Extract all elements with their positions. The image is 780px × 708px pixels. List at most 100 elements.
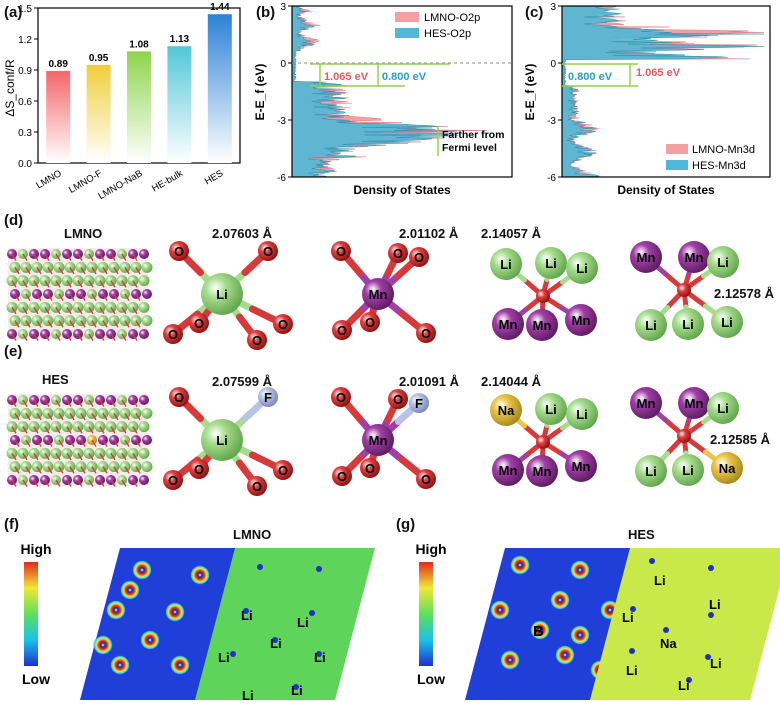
slab-bond bbox=[58, 439, 64, 447]
slab-bond bbox=[55, 399, 61, 407]
o-center-cluster-a-atom-label: Li bbox=[576, 407, 588, 422]
mn3d-dos-chart: 3 0 -3 -6 E-E_f (eV) Density of States 0.800 e… bbox=[523, 2, 771, 197]
hes-legend-low: Low bbox=[417, 671, 445, 687]
slab-bond bbox=[135, 320, 141, 328]
slab-bond bbox=[58, 412, 64, 421]
slab-bond bbox=[22, 399, 28, 407]
o-center-cluster-a-atom bbox=[526, 309, 558, 341]
slab-bond bbox=[121, 280, 127, 288]
slab-atom bbox=[64, 461, 76, 473]
hes-mn3d-dos bbox=[561, 5, 764, 178]
slab-bond bbox=[47, 266, 53, 275]
li-octahedron-o-atom bbox=[163, 324, 183, 344]
slab-bond bbox=[55, 306, 61, 315]
slab-bond bbox=[99, 479, 105, 487]
o-center-cluster-b-atom bbox=[672, 308, 704, 340]
slab-bond bbox=[77, 253, 83, 261]
o-center-cluster-a-o-center bbox=[536, 435, 550, 449]
slab-bond bbox=[88, 280, 94, 288]
slab-bond bbox=[113, 466, 119, 474]
o-center-cluster-b-o-center bbox=[677, 283, 691, 297]
slab-bond bbox=[113, 266, 119, 275]
slab-bond bbox=[110, 399, 116, 407]
slab-bond bbox=[88, 306, 94, 315]
slab-atom bbox=[64, 315, 76, 327]
lmno-legend-colorbar bbox=[24, 562, 38, 666]
slab-bond bbox=[110, 479, 116, 487]
slab-atom bbox=[72, 421, 84, 433]
density-peak bbox=[140, 630, 160, 650]
y-tick-label: 0.3 bbox=[18, 128, 32, 139]
slab-bond bbox=[33, 399, 39, 407]
slab-bond bbox=[44, 306, 50, 315]
slab-bond bbox=[88, 253, 94, 261]
slab-bond bbox=[132, 479, 138, 487]
slab-atom bbox=[97, 315, 109, 327]
slab-bond bbox=[121, 479, 127, 487]
slab-atom bbox=[20, 315, 32, 327]
slab-bond bbox=[77, 399, 83, 407]
slab-bond bbox=[110, 253, 116, 261]
y-tick-label: -3 bbox=[277, 116, 286, 127]
slab-bond bbox=[25, 320, 31, 328]
li-octahedron-o-atom-label: O bbox=[174, 244, 184, 259]
slab-bond bbox=[36, 439, 42, 447]
y-tick-label: 0.6 bbox=[18, 97, 32, 108]
slab-bond bbox=[36, 266, 42, 275]
slab-atom bbox=[28, 275, 40, 287]
mn-octahedron-f-atom-label: F bbox=[415, 396, 423, 411]
slab-bond bbox=[113, 412, 119, 421]
slab-bond bbox=[11, 452, 17, 461]
y-tick-label: 0.9 bbox=[18, 66, 32, 77]
slab-bond bbox=[33, 306, 39, 315]
li-octahedron-o-atom bbox=[169, 387, 189, 407]
mn-octahedron-o-atom-label: O bbox=[393, 392, 403, 407]
slab-bond bbox=[44, 280, 50, 288]
density-peak bbox=[93, 635, 113, 655]
slab-atom bbox=[9, 461, 21, 473]
slab-bond bbox=[113, 293, 119, 301]
slab-bond bbox=[132, 426, 138, 434]
slab-bond bbox=[135, 412, 141, 421]
li-octahedron-o-atom-label: O bbox=[278, 317, 288, 332]
bond-length-mn-o-hes: 2.01091 Å bbox=[399, 374, 459, 389]
bond-length-o-li-lmno: 2.14057 Å bbox=[481, 226, 541, 241]
slab-bond bbox=[121, 306, 127, 315]
slab-bond bbox=[80, 439, 86, 447]
li-site bbox=[243, 608, 249, 614]
x-axis-label: Density of States bbox=[353, 183, 451, 197]
slab-bond bbox=[33, 452, 39, 461]
slab-bond bbox=[22, 253, 28, 261]
o-center-cluster-b-atom bbox=[678, 241, 710, 273]
legend-swatch-hes bbox=[666, 160, 688, 170]
slab-atom bbox=[53, 315, 65, 327]
slab-bond bbox=[91, 412, 97, 421]
slab-bond bbox=[132, 280, 138, 288]
slab-bond bbox=[22, 452, 28, 461]
density-peak bbox=[165, 602, 185, 622]
slab-bond bbox=[44, 399, 50, 407]
slab-atom bbox=[130, 461, 142, 473]
legend-swatch-lmno bbox=[666, 144, 688, 154]
slab-atom bbox=[31, 315, 43, 327]
slab-bond bbox=[69, 266, 75, 275]
slab-bond bbox=[11, 333, 17, 341]
li-label: Li bbox=[626, 663, 638, 678]
hes-o2p-dos bbox=[291, 5, 459, 178]
slab-bond bbox=[91, 266, 97, 275]
li-site bbox=[630, 606, 636, 612]
panel-label-c: (c) bbox=[525, 4, 544, 21]
slab-atom bbox=[141, 407, 153, 419]
panel-label-f: (f) bbox=[4, 516, 19, 533]
slab-atom bbox=[83, 421, 95, 433]
slab-bond bbox=[69, 412, 75, 421]
hes-legend-high: High bbox=[415, 541, 446, 557]
y-tick-label: -3 bbox=[547, 116, 556, 127]
panel-label-a: (a) bbox=[4, 4, 23, 21]
slab-atom bbox=[53, 461, 65, 473]
x-axis-label: Density of States bbox=[617, 183, 715, 197]
slab-bond bbox=[11, 426, 17, 434]
slab-atom bbox=[86, 315, 98, 327]
mn-octahedron-o-atom bbox=[332, 466, 352, 486]
slab-bond bbox=[36, 293, 42, 301]
